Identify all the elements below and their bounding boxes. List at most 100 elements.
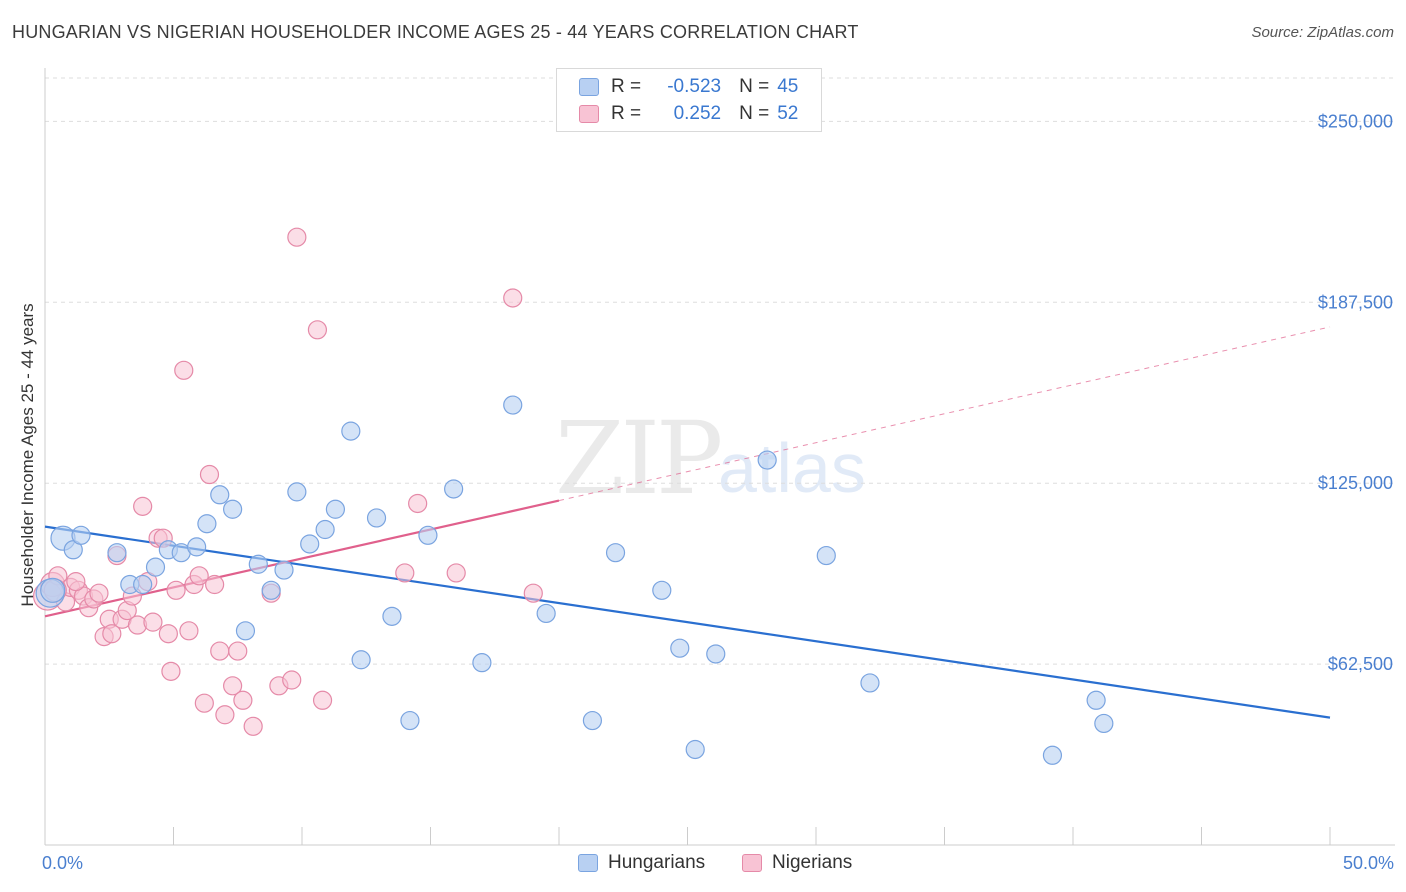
data-points [32,227,1114,765]
nigerians-swatch [579,105,599,123]
r-value: 0.252 [673,103,722,124]
hungarian-point [300,534,320,554]
legend-row-nigerians: R = 0.252 N = 52 [579,102,798,126]
r-value: -0.523 [667,76,722,97]
n-value: 45 [777,76,799,97]
nigerian-point [312,690,333,710]
nigerian-point [199,464,220,485]
y-tick-label: $125,000 [1318,473,1393,493]
hungarian-point [1086,690,1106,710]
nigerian-point [205,574,225,595]
hungarian-point [418,525,438,545]
nigerian-point [287,227,307,247]
hungarian-point [187,537,207,557]
hungarian-point [444,479,464,499]
nigerians-legend-label: Nigerians [772,852,853,873]
source-label: Source: ZipAtlas.com [1251,24,1394,41]
nigerian-point [161,661,181,681]
nigerian-point [133,496,153,516]
hungarians-legend-swatch [578,854,598,872]
nigerian-point [89,583,109,603]
n-label: N = [739,103,770,124]
nigerian-point [282,670,302,690]
hungarian-point [315,519,335,540]
x-tick-label: 0.0% [42,853,83,873]
nigerian-point [523,583,543,603]
nigerian-point [408,493,428,514]
nigerian-point [223,676,243,696]
r-label: R = [611,103,642,124]
y-tick-label: $62,500 [1328,654,1393,674]
hungarian-point [536,603,556,624]
hungarian-point [223,499,243,519]
tick-labels: $62,500 $125,000 $187,500 $250,000 0.0% 50.0% [42,111,1394,873]
hungarian-point [261,580,281,600]
nigerian-point [210,641,230,661]
hungarian-point [248,554,268,574]
hungarian-point [274,560,294,580]
hungarians-swatch [579,78,599,96]
hungarian-point [860,673,880,693]
hungarian-point [816,545,836,566]
hungarian-point [652,580,672,600]
nigerian-point [233,690,253,710]
nigerian-point [189,566,209,586]
nigerians-trend-extension [558,326,1331,502]
nigerian-point [395,563,415,583]
hungarian-point [325,499,346,519]
watermark-atlas: atlas [718,429,866,507]
hungarian-point [706,644,726,664]
legend-item-nigerians: Nigerians [742,852,852,874]
hungarian-point [351,650,371,670]
hungarian-point [107,543,127,563]
nigerian-point [307,320,328,340]
nigerians-legend-swatch [742,854,762,872]
hungarian-point [605,543,626,563]
correlation-legend: R = -0.523 N = 45 R = 0.252 N = 52 [556,68,822,132]
nigerian-point [158,624,178,644]
chart-title: HUNGARIAN VS NIGERIAN HOUSEHOLDER INCOME… [12,22,859,42]
nigerian-point [228,641,248,661]
nigerian-point [166,580,186,600]
hungarian-point [1042,745,1063,765]
r-label: R = [611,76,642,97]
hungarian-point [287,482,307,502]
hungarian-point [757,450,777,470]
watermark-zip: ZIP [555,400,723,517]
y-tick-label: $250,000 [1318,111,1393,131]
nigerian-point [66,572,86,592]
nigerian-point [143,612,163,632]
hungarian-point [503,395,523,415]
hungarian-point [382,606,402,626]
hungarian-point [210,485,230,505]
legend-item-hungarians: Hungarians [578,852,705,874]
axes [44,68,1395,846]
hungarian-point [685,739,705,760]
grid-lines [45,77,1395,665]
hungarian-point [582,710,603,731]
y-tick-label: $187,500 [1318,292,1393,312]
hungarian-point [341,421,361,441]
x-tick-label: 50.0% [1343,853,1394,873]
hungarians-legend-label: Hungarians [608,852,706,873]
nigerian-point [446,563,466,583]
nigerian-point [179,621,199,641]
nigerian-point [243,716,263,736]
hungarian-point [40,577,66,603]
hungarian-point [366,508,387,528]
legend-row-hungarians: R = -0.523 N = 45 [579,75,798,99]
n-value: 52 [777,103,799,124]
nigerian-point [215,705,235,725]
hungarian-point [71,525,91,545]
hungarian-point [197,514,217,534]
hungarian-point [670,638,690,658]
nigerian-point [194,693,214,713]
hungarian-point [400,710,420,731]
hungarian-point [133,574,153,595]
hungarian-point [145,557,166,577]
hungarian-point [472,653,492,673]
hungarian-point [1094,713,1114,734]
n-label: N = [739,76,770,97]
nigerian-point [102,624,122,644]
